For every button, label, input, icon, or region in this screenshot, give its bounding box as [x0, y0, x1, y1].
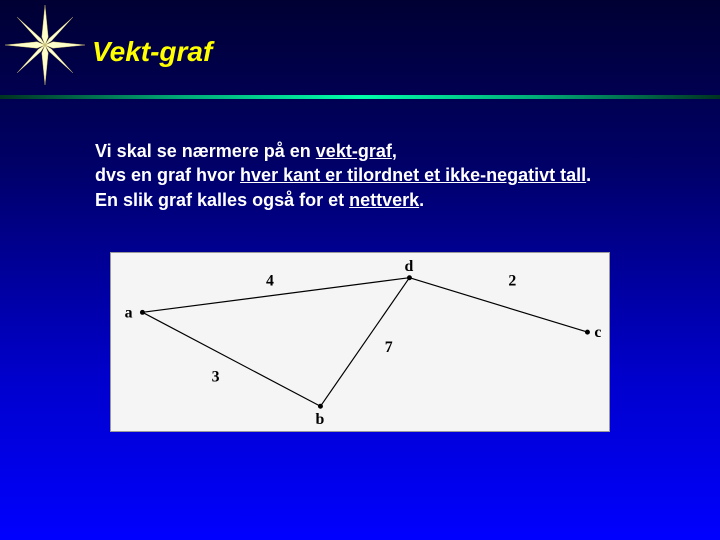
- edge-weight-d-c: 2: [508, 273, 516, 290]
- node-d: [407, 275, 412, 280]
- node-label-c: c: [594, 324, 601, 341]
- node-label-d: d: [404, 258, 413, 275]
- text-line3-b: nettverk: [349, 190, 419, 210]
- slide-content: Vi skal se nærmere på en vekt-graf, dvs …: [0, 139, 720, 432]
- text-line2-c: .: [586, 165, 591, 185]
- slide-title: Vekt-graf: [92, 36, 212, 68]
- edge-weight-a-b: 3: [212, 368, 220, 385]
- header-divider: [0, 95, 720, 99]
- text-line1-c: ,: [392, 141, 397, 161]
- node-label-a: a: [125, 304, 133, 321]
- edge-a-b: [142, 312, 320, 406]
- text-line1-b: vekt-graf: [316, 141, 392, 161]
- graph-diagram: 4 3 7 2 a b d c: [110, 252, 610, 432]
- edge-d-c: [409, 278, 587, 332]
- edge-weight-b-d: 7: [385, 339, 393, 356]
- text-line1-a: Vi skal se nærmere på en: [95, 141, 316, 161]
- starburst-icon: [5, 5, 85, 85]
- text-line3-a: En slik graf kalles også for et: [95, 190, 349, 210]
- node-c: [585, 330, 590, 335]
- edge-a-d: [142, 278, 409, 313]
- slide-header: Vekt-graf: [0, 0, 720, 95]
- node-label-b: b: [316, 411, 325, 428]
- edge-weight-a-d: 4: [266, 273, 274, 290]
- text-line3-c: .: [419, 190, 424, 210]
- text-line2-b: hver kant er tilordnet et ikke-negativt …: [240, 165, 586, 185]
- node-a: [140, 310, 145, 315]
- text-line2-a: dvs en graf hvor: [95, 165, 240, 185]
- node-b: [318, 404, 323, 409]
- graph-svg: 4 3 7 2 a b d c: [111, 253, 609, 431]
- edge-b-d: [320, 278, 409, 407]
- body-text: Vi skal se nærmere på en vekt-graf, dvs …: [95, 139, 625, 212]
